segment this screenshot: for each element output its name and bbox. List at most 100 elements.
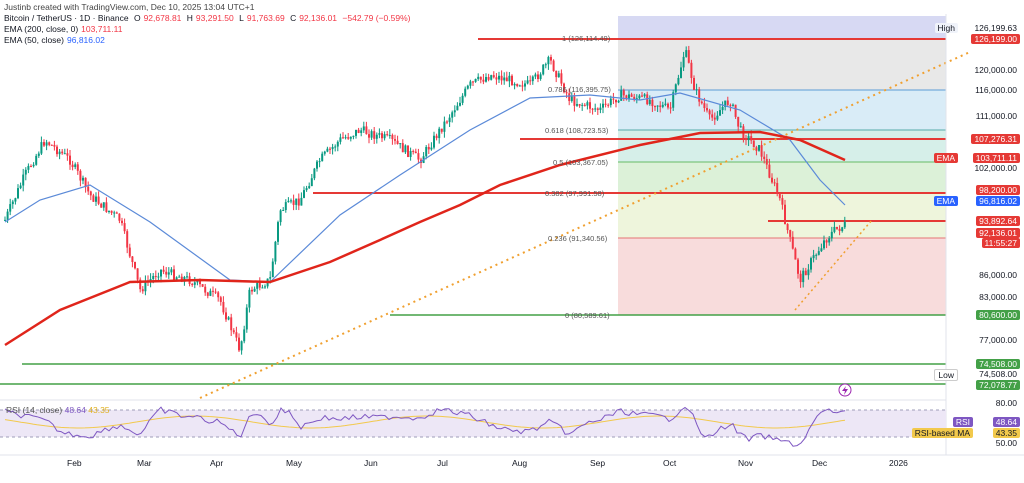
candle-body [277,222,279,242]
candle-body [654,106,656,108]
candle-body [300,197,303,206]
candle-body [591,108,594,110]
candle-body [232,330,235,333]
candle-body [407,145,409,157]
time-axis-label: Dec [812,458,828,468]
time-axis-label: Apr [210,458,224,468]
candle-body [417,153,420,160]
ema-tag: EMA [933,196,958,206]
candle-body [719,110,721,116]
candle-body [804,270,807,276]
high: 93,291.50 [195,13,234,23]
candle-body [225,312,227,320]
candle-body [9,204,12,212]
candle-body [643,94,646,97]
candle-body [625,95,628,99]
open-label: O [133,13,141,23]
candles [4,45,846,355]
candle-body [82,177,84,181]
candle-body [586,102,589,106]
candle-body [378,133,381,135]
price-axis-label: 103,711.11 [972,153,1020,163]
candle-body [656,105,659,107]
candle-body [414,151,417,154]
candle-body [677,77,680,85]
candle-body [765,159,768,165]
ema200-row: EMA (200, close, 0) 103,711.11 [4,24,125,35]
candle-body [641,95,643,97]
candle-body [784,204,786,225]
candle-body [365,126,368,135]
fib-label: 0.236 (91,340.56) [548,234,608,243]
time-axis-label: Sep [590,458,606,468]
candle-body [511,75,513,86]
candle-body [745,138,747,141]
candle-body [771,177,773,183]
price-axis-label: 83,000.00 [979,292,1017,302]
candle-body [700,101,703,104]
candle-body [191,283,194,285]
candle-body [570,96,573,102]
candle-body [303,190,305,198]
candle-body [253,288,256,292]
candle-body [321,153,324,162]
candle-body [201,284,204,287]
ema50-name: EMA (50, close) [4,35,64,45]
candle-body [752,140,755,148]
fib-zone [618,39,946,90]
candle-body [607,104,610,106]
candle-body [235,332,238,338]
candle-body [375,134,378,139]
candle-body [362,126,365,131]
candle-body [487,77,490,80]
candle-body [703,103,706,109]
candle-body [589,102,591,109]
candle-body [687,50,690,63]
candle-body [170,269,173,273]
candle-body [841,227,844,231]
candle-body [604,103,607,105]
candle-body [721,106,724,111]
candle-body [799,273,802,283]
candle-body [446,121,448,123]
candle-body [352,135,355,137]
candle-body [659,105,662,107]
candle-body [173,269,175,280]
candle-body [383,134,386,139]
candle-body [690,62,693,78]
candle-body [555,70,558,78]
candle-body [136,268,139,280]
candle-body [206,292,209,296]
candle-body [27,165,30,170]
fib-label: 0.382 (97,991.58) [545,189,605,198]
candle-body [297,198,300,206]
candle-body [243,329,246,342]
candle-body [347,137,350,139]
candle-body [360,130,363,133]
candle-body [214,291,217,293]
candle-body [336,141,339,147]
price-axis-label: 96,816.02 [976,196,1020,206]
candle-body [823,240,825,249]
candle-body [95,196,97,202]
candle-body [30,165,32,167]
candle-body [144,280,147,292]
candle-body [404,145,407,153]
candle-body [230,317,233,331]
candle-body [464,88,467,96]
candle-body [89,191,92,196]
candle-body [6,211,9,220]
fib-label: 0 (80,589.61) [565,311,610,320]
candle-body [583,104,586,106]
candle-body [596,108,599,110]
candle-body [664,103,667,105]
candle-body [552,60,555,71]
candle-body [204,286,207,293]
candle-body [594,108,597,110]
candle-body [386,134,389,136]
rsi-axis: 80.00 [995,398,1017,408]
candle-body [503,77,506,81]
ema-50-line [4,92,846,283]
candle-body [843,221,846,228]
candle-body [698,89,701,102]
